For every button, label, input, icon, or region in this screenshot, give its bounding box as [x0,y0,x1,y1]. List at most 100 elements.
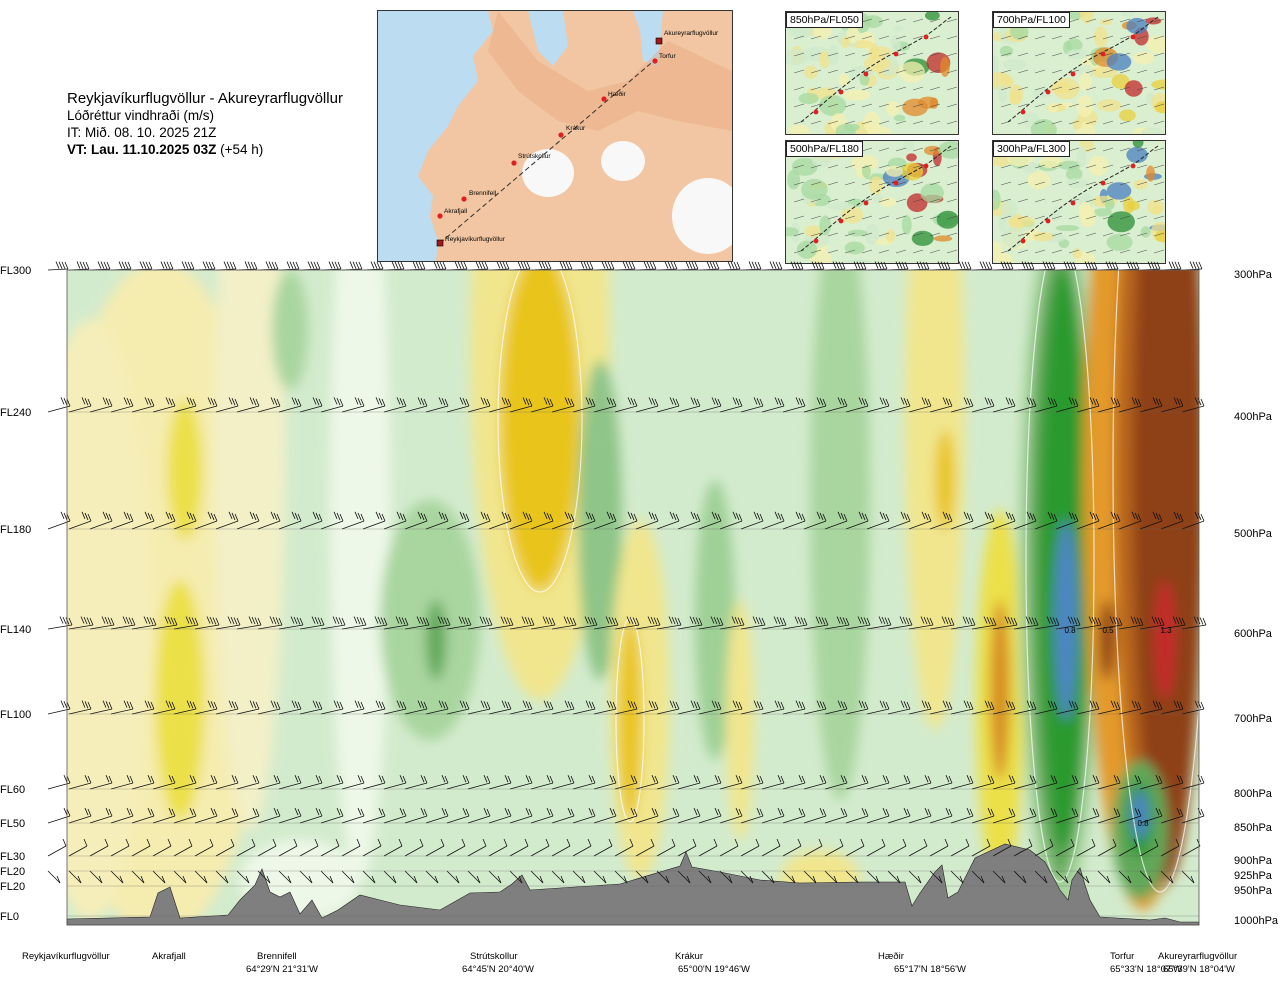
wind-barb-flag [950,617,955,626]
wind-barb-flag [675,513,680,522]
wind-barb-flag [81,511,86,519]
wind-barb-flag [341,617,346,626]
wind-barb [782,782,806,790]
wind-barb-flag [859,261,864,270]
hpa-tick-label: 950hPa [1234,885,1273,897]
wind-barb-flag [612,513,617,522]
wind-barb [278,520,302,530]
wind-barb [887,624,913,630]
wind-barb-flag [990,701,995,710]
wind-barb-flag [926,617,931,625]
wind-barb [635,845,655,857]
wind-barb-flag [611,617,616,625]
wind-barb [824,520,848,530]
wind-barb-flag [350,875,355,884]
wind-barb-flag [546,512,551,521]
route-point-label: Strútskollur [518,153,551,160]
wind-barb-flag [845,617,850,626]
wind-barb [698,782,722,790]
wind-barb [152,624,178,630]
wind-barb [614,708,638,715]
wind-barb-flag [79,261,84,269]
wind-barb-flag [419,838,424,847]
wind-barb-flag [937,261,942,269]
wind-barb-flag [633,513,638,522]
wind-barb [908,870,922,884]
wind-barb [719,708,743,715]
wind-barb-flag [563,616,568,624]
wind-barb [509,708,533,715]
wind-barb-flag [1155,701,1160,709]
wind-barb-flag [1074,701,1079,710]
wind-barb-flag [338,617,343,625]
wind-barb-flag [713,838,718,847]
wind-barb [215,708,239,715]
wind-barb-flag [399,398,404,406]
wind-barb-flag [522,397,527,405]
wind-barb-flag [774,397,779,405]
wind-barb-flag [425,617,430,626]
wind-barb-flag [858,397,863,405]
wind-barb-flag [504,701,509,709]
wind-barb-flag [738,398,743,407]
wind-barb-flag [654,701,659,710]
velocity-contour [1133,270,1199,880]
wind-barb [341,624,367,630]
wind-barb [194,815,218,824]
wind-barb-flag [650,616,655,625]
wind-barb-flag [315,807,320,816]
wind-barb-flag [735,512,740,521]
wind-barb [782,870,796,884]
wind-barb-flag [753,511,758,519]
wind-barb-flag [486,398,491,407]
wind-barb-flag [486,513,491,522]
wind-barb-flag [732,511,737,519]
wind-barb-flag [980,875,985,884]
wind-barb-flag [651,775,656,783]
wind-barb-flag [609,512,614,521]
wind-barb-flag [273,807,278,816]
wind-barb-flag [608,838,613,847]
route-point-marker [511,160,517,166]
wind-barb-flag [549,808,554,817]
wind-barb [1013,708,1037,715]
wind-barb-flag [899,616,904,624]
wind-barb-flag [371,875,376,884]
wind-barb [572,845,592,857]
wind-barb-flag [336,512,341,521]
wind-barb-flag [1158,513,1163,522]
wind-barb-flag [630,701,635,709]
wind-barb-flag [711,700,716,708]
wind-barb-flag [1199,617,1204,625]
wind-barb-flag [475,261,480,269]
wind-barb [635,520,659,530]
wind-barb-flag [538,261,543,269]
wind-barb-flag [588,701,593,709]
wind-barb [992,845,1012,857]
wind-barb-flag [1127,875,1132,884]
wind-barb-flag [671,616,676,625]
wind-barb [950,624,976,630]
wind-barb-flag [856,261,861,269]
wind-barb-flag [1092,807,1097,816]
wind-barb-flag [966,775,971,783]
wind-barb-flag [66,808,71,817]
wind-barb [614,405,638,413]
wind-barb-flag [896,875,901,884]
wind-barb-flag [840,512,845,521]
wind-barb-flag [795,397,800,405]
wind-barb-flag [730,261,735,269]
wind-barb-flag [820,261,825,270]
wind-barb-flag [1089,397,1094,405]
wind-barb-flag [253,261,258,270]
wind-barb-flag [780,701,785,710]
wind-barb-flag [210,775,215,783]
wind-barb [1034,624,1060,630]
wind-barb-flag [404,617,409,626]
velocity-contour [167,400,203,540]
wind-barb-flag [1050,807,1055,816]
wind-barb-flag [315,775,320,783]
wind-barb-flag [984,700,989,708]
wind-barb [194,845,214,857]
wind-barb-flag [291,700,296,708]
